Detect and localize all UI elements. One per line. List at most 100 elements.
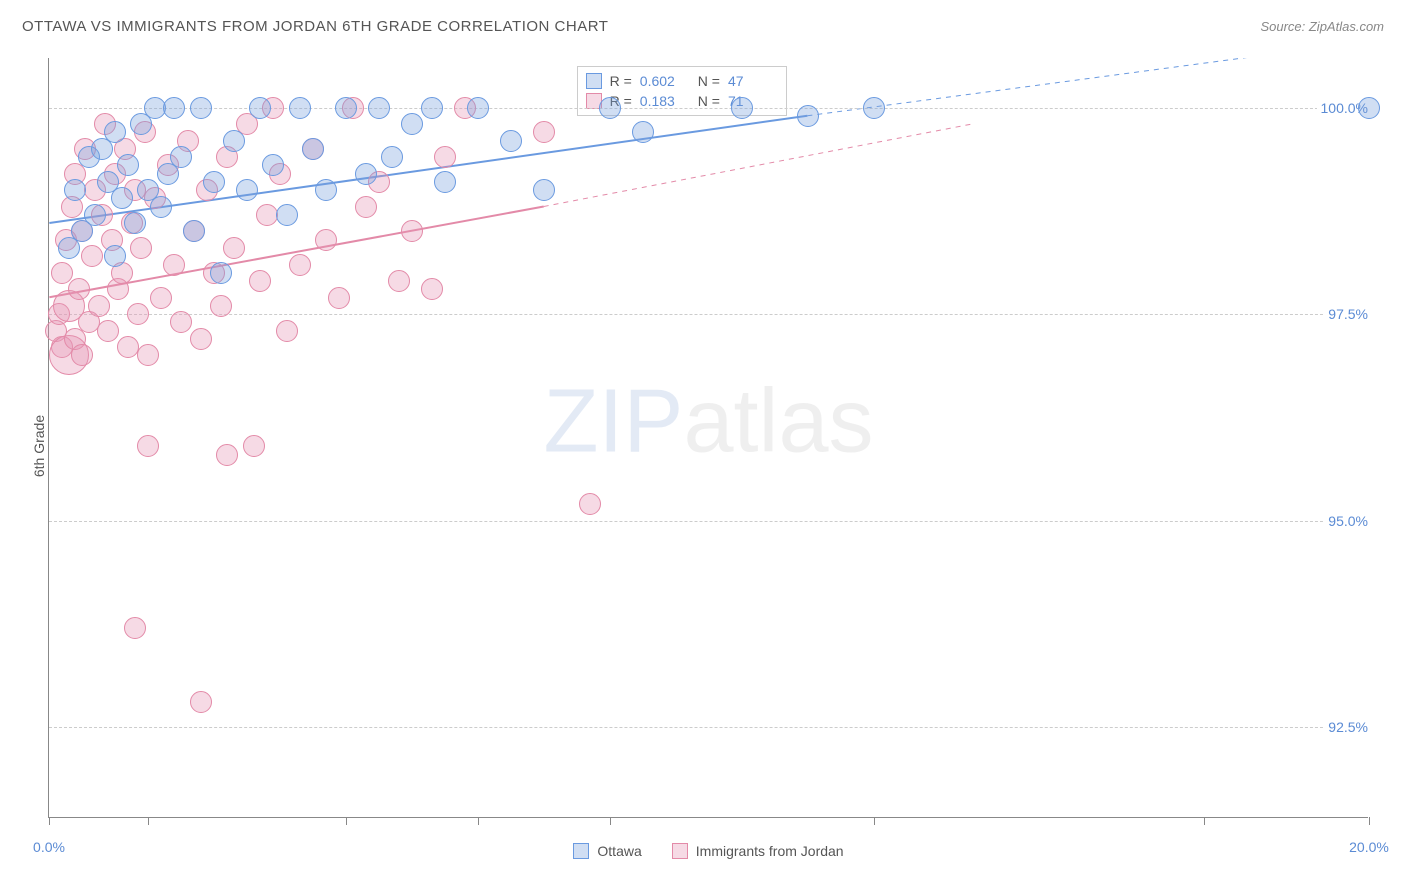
data-point-jordan [276,320,298,342]
data-point-ottawa [434,171,456,193]
watermark-prefix: ZIP [543,372,683,472]
data-point-ottawa [117,154,139,176]
ytick-label: 97.5% [1324,306,1372,322]
gridline [49,521,1368,522]
legend-item: Immigrants from Jordan [672,843,844,859]
legend-r-label: R = [610,73,632,89]
data-point-jordan [315,229,337,251]
data-point-ottawa [335,97,357,119]
chart-source: Source: ZipAtlas.com [1260,19,1384,34]
data-point-ottawa [467,97,489,119]
data-point-jordan [388,270,410,292]
data-point-jordan [190,328,212,350]
gridline [49,727,1368,728]
xtick [610,817,611,825]
legend-r-value: 0.602 [640,73,690,89]
legend-label: Immigrants from Jordan [696,843,844,859]
data-point-jordan [117,336,139,358]
data-point-ottawa [223,130,245,152]
data-point-jordan [533,121,555,143]
chart-header: OTTAWA VS IMMIGRANTS FROM JORDAN 6TH GRA… [22,18,1384,35]
legend-label: Ottawa [597,843,641,859]
legend-swatch [672,843,688,859]
data-point-ottawa [276,204,298,226]
data-point-ottawa [203,171,225,193]
data-point-jordan [124,617,146,639]
data-point-jordan [88,295,110,317]
xtick-label: 0.0% [33,839,65,855]
plot-area: ZIPatlas R =0.602N =47R =0.183N =71 Otta… [48,58,1368,818]
data-point-jordan [401,220,423,242]
legend-item: Ottawa [573,843,641,859]
data-point-jordan [137,435,159,457]
data-point-jordan [97,320,119,342]
data-point-ottawa [302,138,324,160]
series-legend: Ottawa Immigrants from Jordan [49,843,1368,859]
ytick-label: 92.5% [1324,719,1372,735]
data-point-ottawa [150,196,172,218]
data-point-jordan [434,146,456,168]
data-point-ottawa [599,97,621,119]
data-point-ottawa [124,212,146,234]
data-point-ottawa [315,179,337,201]
xtick [346,817,347,825]
data-point-jordan [289,254,311,276]
chart-title: OTTAWA VS IMMIGRANTS FROM JORDAN 6TH GRA… [22,18,608,35]
data-point-jordan [355,196,377,218]
xtick [478,817,479,825]
xtick [49,817,50,825]
data-point-ottawa [632,121,654,143]
data-point-ottawa [863,97,885,119]
corr-legend-row: R = 0.602 N = 47 [586,71,778,91]
data-point-ottawa [1358,97,1380,119]
data-point-ottawa [533,179,555,201]
data-point-jordan [130,237,152,259]
data-point-jordan [190,691,212,713]
watermark: ZIPatlas [543,371,873,474]
data-point-ottawa [163,97,185,119]
data-point-jordan [51,262,73,284]
xtick [874,817,875,825]
data-point-jordan [256,204,278,226]
data-point-ottawa [289,97,311,119]
legend-n-value: 47 [728,73,778,89]
data-point-jordan [150,287,172,309]
data-point-ottawa [84,204,106,226]
data-point-jordan [68,278,90,300]
data-point-ottawa [797,105,819,127]
xtick [148,817,149,825]
data-point-ottawa [104,245,126,267]
data-point-jordan [137,344,159,366]
data-point-jordan [210,295,232,317]
data-point-jordan [421,278,443,300]
data-point-ottawa [64,179,86,201]
data-point-jordan [127,303,149,325]
xtick-label: 20.0% [1349,839,1389,855]
trendline-dash-jordan [544,124,972,207]
data-point-jordan [579,493,601,515]
gridline [49,108,1368,109]
data-point-jordan [71,344,93,366]
data-point-jordan [249,270,271,292]
legend-swatch [586,73,602,89]
data-point-ottawa [355,163,377,185]
watermark-suffix: atlas [683,372,873,472]
data-point-ottawa [170,146,192,168]
y-axis-label: 6th Grade [31,415,47,477]
data-point-ottawa [421,97,443,119]
data-point-ottawa [104,121,126,143]
legend-n-label: N = [698,73,720,89]
data-point-ottawa [262,154,284,176]
data-point-ottawa [249,97,271,119]
data-point-jordan [223,237,245,259]
data-point-ottawa [368,97,390,119]
data-point-ottawa [111,187,133,209]
data-point-jordan [163,254,185,276]
data-point-ottawa [190,97,212,119]
data-point-ottawa [210,262,232,284]
data-point-jordan [81,245,103,267]
xtick [1204,817,1205,825]
xtick [1369,817,1370,825]
data-point-jordan [243,435,265,457]
ytick-label: 95.0% [1324,513,1372,529]
